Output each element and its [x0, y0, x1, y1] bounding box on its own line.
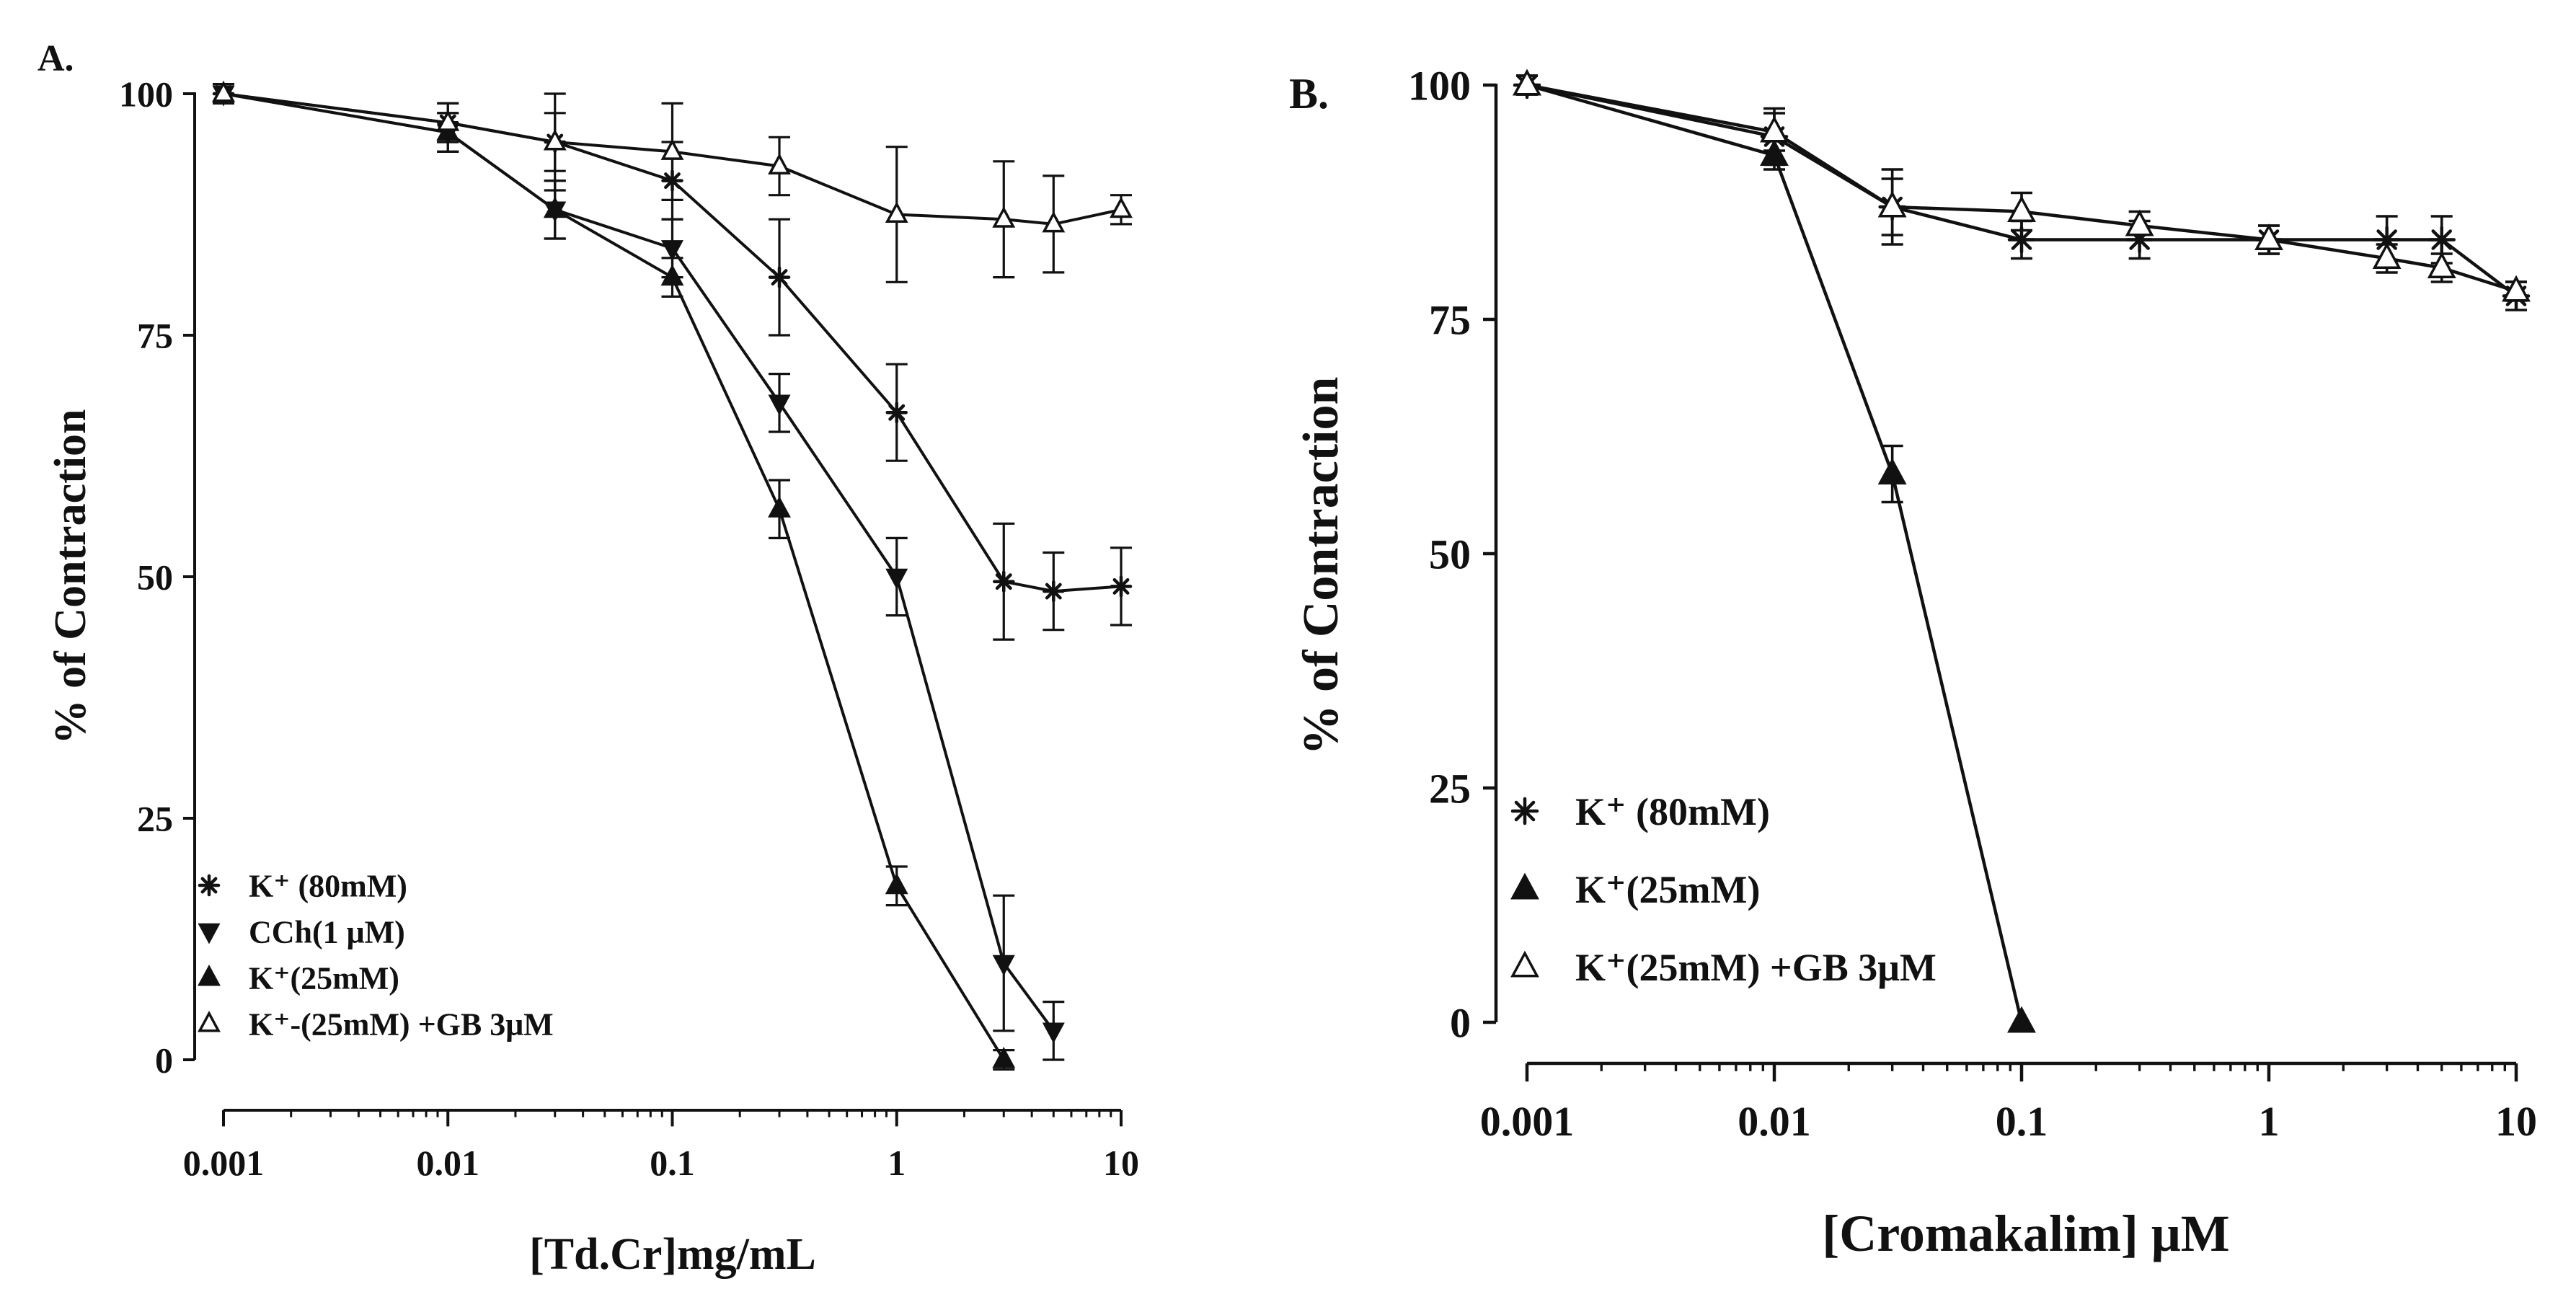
panel-b-series-3-point [1513, 68, 1541, 96]
panel-a-series-4-point [768, 153, 791, 174]
panel-a-legend-label: K⁺ (80mM) [249, 868, 407, 903]
panel-a-legend-marker [198, 965, 221, 986]
panel-a-legend: K⁺ (80mM) CCh(1 μM) K⁺(25mM) K⁺-(25mM) +GB … [198, 868, 554, 1042]
panel-a-legend-marker [198, 1011, 221, 1032]
panel-b-legend-marker [1510, 950, 1539, 978]
panel-b-series-3-point [2254, 223, 2283, 250]
panel-a-series-2-point [992, 955, 1015, 976]
panel-a-x-tick-label: 0.001 [183, 1143, 265, 1183]
panel-b-series-2-point [2007, 1006, 2036, 1033]
panel-b-y-tick-label: 25 [1429, 765, 1471, 812]
panel-b-series-3-point [2427, 252, 2456, 278]
panel-a-legend-marker [198, 874, 221, 897]
panel-a-y-axis-title: % of Contraction [46, 409, 95, 745]
panel-a-series-1-point [1110, 575, 1133, 598]
panel-a-series-4-point [436, 110, 460, 131]
panel-a-series-2-point [768, 394, 791, 416]
panel-a-legend-label: CCh(1 μM) [249, 914, 405, 949]
panel-b: B. % of Contraction [Cromakalim] μM 0 25 5… [1289, 62, 2537, 1262]
panel-b-x-axis-title: [Cromakalim] μM [1822, 1205, 2229, 1262]
panel-b-y-tick-label: 50 [1429, 531, 1471, 577]
panel-a-series-2-point [1042, 1022, 1065, 1044]
panel-a-series-3-point [885, 872, 908, 895]
panel-a-series-4-point [1110, 196, 1133, 218]
panel-a-series-4-point [212, 81, 235, 102]
panel-a-x-axis-title: [Td.Cr]mg/mL [529, 1230, 816, 1279]
panel-a: A. % of Contraction [Td.Cr]mg/mL 0 25 50 75… [37, 38, 1139, 1279]
panel-a-legend-marker [198, 923, 221, 944]
panel-a-series-4-point [660, 138, 684, 160]
panel-a-series-3-point [992, 1047, 1016, 1068]
panel-b-series-3-point [2125, 209, 2154, 236]
panel-b-series-1-point [2427, 226, 2456, 254]
panel-a-series-1-point [1043, 580, 1065, 603]
panel-b-x-tick-label: 0.1 [1996, 1098, 2048, 1145]
panel-a-x-tick-label: 0.1 [650, 1143, 695, 1183]
panel-a-series-4-point [543, 129, 567, 151]
panel-b-x-tick-label: 0.01 [1738, 1098, 1811, 1145]
panel-b-series-3-point [1760, 115, 1789, 143]
panel-b-series-2-line [1526, 83, 2024, 1023]
panel-a-series-2-point [885, 568, 908, 590]
panel-a-x-tick-label: 1 [888, 1143, 906, 1183]
panel-b-series-3-point [2372, 242, 2402, 269]
panel-a-y-tick-label: 100 [119, 74, 173, 115]
panel-a-y-tick-label: 75 [137, 316, 173, 356]
panel-b-y-tick-label: 75 [1429, 296, 1471, 343]
panel-a-series-2-point [660, 240, 684, 261]
panel-a-legend-label: K⁺(25mM) [249, 960, 399, 996]
panel-b-y-tick-label: 100 [1408, 62, 1471, 109]
panel-a-y-tick-label: 0 [155, 1040, 173, 1081]
panel-a-series-4-point [885, 201, 908, 223]
panel-a-y-tick-label: 50 [137, 557, 173, 598]
panel-a-series-1-point [993, 570, 1015, 593]
panel-b-y-tick-label: 0 [1450, 999, 1471, 1046]
panel-b-series-3 [1513, 68, 2531, 302]
panel-b-legend-marker [1510, 797, 1539, 825]
panel-b-legend-label: K⁺(25mM) [1575, 868, 1760, 911]
panel-a-x-tick-label: 0.01 [417, 1143, 480, 1183]
panel-a-series-4 [212, 81, 1133, 283]
panel-b-legend-label: K⁺ (80mM) [1575, 790, 1770, 833]
panel-b-x-tick-label: 10 [2495, 1098, 2537, 1145]
panel-a-series-4-point [992, 206, 1016, 228]
panel-b-y-axis-title: % of Contraction [1293, 377, 1349, 756]
panel-b-series-3-point [1877, 190, 1907, 218]
panel-b-series-2-point [1877, 458, 1907, 484]
panel-a-series-1-point [885, 401, 908, 424]
panel-b-legend-label: K⁺(25mM) +GB 3μM [1575, 946, 1937, 989]
panel-a-x-tick-label: 10 [1103, 1143, 1139, 1183]
panel-b-x-tick-label: 1 [2259, 1098, 2280, 1145]
panel-b-series-2-point [1760, 139, 1789, 166]
panel-a-series-3-point [660, 264, 684, 286]
panel-a-legend-label: K⁺-(25mM) +GB 3μM [249, 1006, 554, 1042]
panel-a-y-tick-label: 25 [137, 799, 173, 839]
panel-b-legend: K⁺ (80mM) K⁺(25mM) K⁺(25mM) +GB 3μM [1510, 790, 1937, 989]
panel-a-series-3-point [543, 196, 567, 218]
panel-a-series-2 [212, 82, 1065, 1061]
panel-a-series-4-point [1042, 211, 1066, 233]
panel-b-series-3-point [2502, 275, 2531, 302]
panel-b-series-3-point [2007, 195, 2036, 222]
panel-a-series-1-point [768, 266, 791, 288]
panel-b-x-tick-label: 0.001 [1480, 1098, 1575, 1145]
panel-b-series-1 [1513, 71, 2531, 311]
panel-a-series-3-point [768, 496, 791, 518]
panel-a-label: A. [37, 38, 74, 79]
panel-a-series-1 [212, 82, 1133, 641]
panel-b-series-1-line [1526, 83, 2518, 298]
panel-b-legend-marker [1510, 872, 1539, 900]
panel-b-label: B. [1289, 70, 1329, 118]
